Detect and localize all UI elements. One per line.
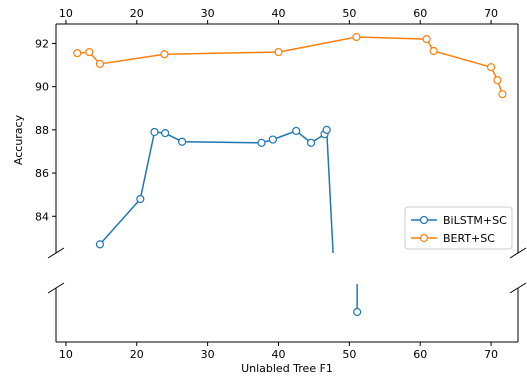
x-tick-label-bottom-20: 20 — [130, 348, 144, 361]
x-tick-label-top-30: 30 — [201, 7, 215, 20]
data-point-bert-sc-4 — [274, 47, 283, 57]
x-tick-label-bottom-50: 50 — [342, 348, 356, 361]
break-mark-upper-right — [509, 247, 527, 259]
x-tick-label-bottom-60: 60 — [413, 348, 427, 361]
y-tick-label-92: 92 — [35, 37, 49, 50]
x-tick-label-top-70: 70 — [484, 7, 498, 20]
data-point-bilstm-sc-0 — [95, 240, 105, 249]
data-point-bert-sc-0 — [73, 49, 82, 58]
x-axis-label: Unlabled Tree F1 — [241, 362, 333, 375]
break-mark-lower-right — [509, 282, 527, 294]
data-point-bilstm-sc-7 — [292, 126, 301, 136]
data-point-bilstm-sc-lower — [353, 307, 362, 317]
data-point-bert-sc-8 — [486, 63, 496, 72]
data-point-bert-sc-5 — [352, 32, 361, 42]
legend-marker-bilstm — [419, 215, 429, 225]
data-point-bert-sc-1 — [85, 47, 94, 57]
data-point-bilstm-sc-10 — [322, 125, 331, 134]
y-tick-label-86: 86 — [35, 167, 49, 180]
legend-marker-bert — [419, 233, 429, 243]
data-point-bilstm-sc-4 — [178, 137, 187, 146]
data-point-bert-sc-3 — [160, 50, 169, 59]
x-tick-label-top-20: 20 — [130, 7, 144, 20]
series-layer — [73, 32, 507, 317]
break-mark-upper-left — [47, 247, 65, 259]
y-tick-label-88: 88 — [35, 124, 49, 137]
break-mark-lower-left — [47, 282, 65, 294]
x-tick-label-top-60: 60 — [413, 7, 427, 20]
legend: BiLSTM+SC BERT+SC — [404, 206, 513, 250]
axis-ticks: 10 10 20 20 30 30 40 40 50 50 60 60 70 70 84 86 88 90 92 — [35, 7, 498, 361]
data-point-bilstm-sc-6 — [268, 135, 277, 144]
data-point-bert-sc-9 — [493, 76, 502, 85]
data-point-bert-sc-6 — [422, 35, 431, 44]
y-tick-label-90: 90 — [35, 81, 49, 94]
series-line-bert-sc — [77, 36, 504, 95]
x-tick-label-bottom-10: 10 — [59, 348, 73, 361]
legend-label-bert: BERT+SC — [443, 232, 495, 245]
data-point-bert-sc-10 — [498, 90, 507, 99]
legend-label-bilstm: BiLSTM+SC — [443, 214, 507, 227]
x-tick-label-top-10: 10 — [59, 7, 73, 20]
x-tick-label-bottom-40: 40 — [271, 348, 285, 361]
data-point-bilstm-sc-2 — [150, 127, 159, 137]
data-point-bert-sc-7 — [429, 46, 438, 56]
x-tick-label-top-50: 50 — [342, 7, 356, 20]
data-point-bilstm-sc-1 — [136, 194, 145, 204]
y-tick-label-84: 84 — [35, 210, 49, 223]
y-axis-label: Accuracy — [12, 114, 25, 165]
series-line-bilstm-sc — [99, 126, 334, 254]
data-point-bilstm-sc-8 — [306, 138, 316, 147]
data-point-bert-sc-2 — [95, 59, 105, 69]
data-point-bilstm-sc-3 — [161, 128, 170, 138]
x-tick-label-bottom-30: 30 — [201, 348, 215, 361]
x-tick-label-top-40: 40 — [271, 7, 285, 20]
x-tick-label-bottom-70: 70 — [484, 348, 498, 361]
data-point-bilstm-sc-5 — [257, 138, 266, 147]
